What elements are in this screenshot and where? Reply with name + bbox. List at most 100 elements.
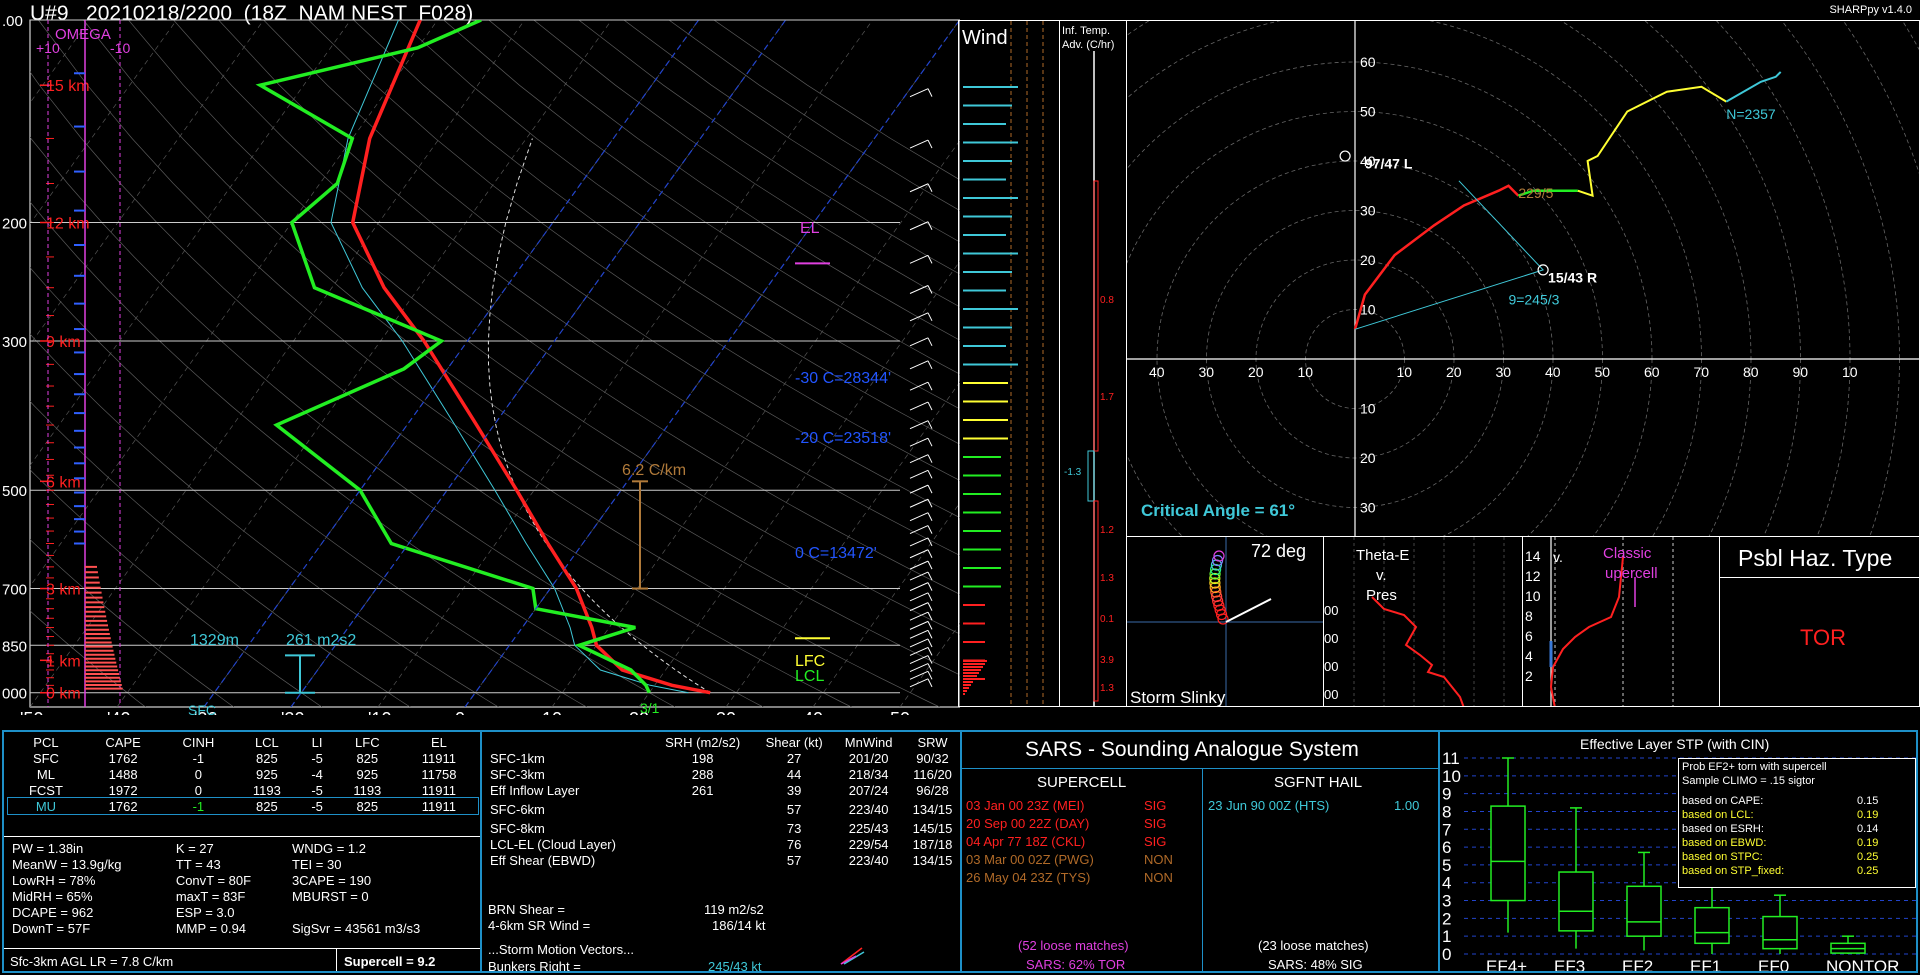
wind-barb bbox=[909, 582, 929, 592]
storm-motion-label: ...Storm Motion Vectors... bbox=[488, 942, 634, 957]
inf-temp-bar-warm bbox=[1093, 180, 1099, 452]
parcel-cell: 825 bbox=[256, 798, 278, 814]
wind-barb bbox=[909, 484, 929, 494]
wind-title: Wind bbox=[962, 27, 1008, 49]
wind-profile-panel: Wind bbox=[958, 20, 1060, 707]
sars-supercell-date[interactable]: 03 Jan 00 23Z (MEI) bbox=[966, 798, 1085, 813]
theta-e-pressure-label: 00 bbox=[1324, 631, 1338, 646]
parcel-cell: 1762 bbox=[108, 750, 138, 766]
wind-barb-flag bbox=[927, 437, 933, 447]
kinematics-cell: 134/15 bbox=[912, 801, 953, 817]
hodo-ring-label: 20 bbox=[1248, 364, 1264, 380]
slinky-circle bbox=[1212, 595, 1224, 607]
sars-supercell-date[interactable]: 03 Mar 00 02Z (PWG) bbox=[966, 852, 1094, 867]
kinematics-header bbox=[486, 734, 651, 750]
theta-e-panel: 0000000000 Theta-E v. Pres bbox=[1323, 536, 1523, 707]
sars-supercell-date[interactable]: 20 Sep 00 22Z (DAY) bbox=[966, 816, 1090, 831]
inf-temp-value: -1.3 bbox=[1064, 467, 1082, 478]
hodo-ring-label: 10 bbox=[1298, 364, 1314, 380]
kinematics-cell: Eff Shear (EBWD) bbox=[490, 852, 596, 868]
parcel-cell: 11758 bbox=[421, 766, 457, 782]
wind-barb-flag bbox=[927, 512, 933, 521]
parcel-row[interactable]: FCST 1972 0 1193 -5 1193 11911 bbox=[8, 782, 478, 798]
hodo-ring bbox=[1901, 21, 1919, 51]
kinematics-cell: SFC-3km bbox=[490, 766, 545, 782]
indices-table: PW = 1.38in K = 27 WNDG = 1.2 MeanW = 13.9g… bbox=[8, 840, 478, 936]
parcel-cell: 11911 bbox=[421, 750, 457, 766]
inf-temp-value: 3.9 bbox=[1100, 655, 1114, 666]
hodo-ring bbox=[1715, 21, 1851, 536]
lfc-label: LFC bbox=[795, 653, 826, 670]
dry-adiabat bbox=[83, 20, 960, 676]
stp-box bbox=[1558, 871, 1594, 932]
stp-legend-label: based on STPC: bbox=[1682, 851, 1763, 863]
hodo-ring-label: 70 bbox=[1694, 364, 1710, 380]
dry-adiabat bbox=[30, 136, 764, 707]
hodo-ring-label: 60 bbox=[1360, 54, 1376, 70]
hodograph-plot: 60 50 40 30 20 10 40 30 20 10 10 20 30 40 50 60 70 80 90 10… bbox=[1127, 21, 1919, 536]
hodo-ring-label: 80 bbox=[1743, 364, 1759, 380]
critical-angle-lines bbox=[1354, 180, 1545, 330]
wind-barb bbox=[909, 498, 929, 508]
parcel-cell: MU bbox=[35, 798, 57, 814]
chart-title: U#9 20210218/2200 (18Z NAM NEST F028) bbox=[30, 2, 474, 25]
isotherm-line bbox=[638, 260, 960, 707]
wind-barb-flag bbox=[927, 525, 933, 534]
slinky-circle bbox=[1209, 581, 1221, 594]
slinky-circle bbox=[1213, 550, 1225, 562]
isotherm-line bbox=[30, 20, 438, 587]
parcel-row[interactable]: ML 1488 0 925 -4 925 11758 bbox=[8, 766, 478, 782]
isotherm-line bbox=[551, 139, 960, 707]
height-label: 9 km bbox=[46, 334, 81, 351]
stp-category-label: EF3 bbox=[1554, 957, 1585, 973]
stp-box bbox=[1762, 915, 1798, 950]
parcel-cell: -5 bbox=[311, 798, 323, 814]
sars-supercell-title: SUPERCELL bbox=[1037, 774, 1127, 791]
hazard-type-panel: Psbl Haz. Type TOR bbox=[1719, 536, 1920, 707]
sars-supercell-date[interactable]: 26 May 04 23Z (TYS) bbox=[966, 870, 1091, 885]
wind-barb-flag bbox=[927, 630, 933, 639]
parcel-cell: -4 bbox=[311, 766, 323, 782]
parcel-row[interactable]: MU 1762 -1 825 -5 825 11911 bbox=[7, 797, 479, 815]
hodo-ring bbox=[1127, 111, 1603, 536]
kinematics-cell: 96/28 bbox=[916, 782, 949, 798]
index-row: DownT = 57F MMP = 0.94 SigSvr = 43561 m3/s… bbox=[8, 920, 478, 936]
index-row: MeanW = 13.9g/kg TT = 43 TEI = 30 bbox=[8, 856, 478, 872]
kinematics-cell: 198 bbox=[691, 750, 714, 766]
stp-box bbox=[1626, 885, 1662, 937]
stp-legend-label: based on EBWD: bbox=[1682, 837, 1767, 849]
hodo-ring-label: 90 bbox=[1793, 364, 1809, 380]
storm-motion-icon bbox=[840, 947, 865, 965]
index-cell: ConvT = 80F bbox=[175, 872, 252, 888]
inf-temp-value: 0.1 bbox=[1100, 614, 1114, 625]
bottom-values: 3/1 bbox=[640, 700, 660, 716]
parcel-cell: 1488 bbox=[108, 766, 138, 782]
inf-temp-value: 1.3 bbox=[1100, 573, 1114, 584]
theta-e-pressure-label: 00 bbox=[1324, 659, 1338, 674]
slinky-circle bbox=[1210, 586, 1222, 598]
wind-barb bbox=[909, 611, 929, 621]
wind-barb bbox=[909, 602, 929, 612]
sars-supercell-date[interactable]: 04 Apr 77 18Z (CKL) bbox=[966, 834, 1086, 849]
wind-barb-flag bbox=[927, 312, 933, 322]
kinematics-cell: 225/43 bbox=[848, 820, 889, 836]
wind-barb-flag bbox=[927, 401, 933, 411]
inf-temp-value: 1.3 bbox=[1100, 683, 1114, 694]
theta-e-trace bbox=[1371, 596, 1465, 706]
srwind-label: 4-6km SR Wind = bbox=[488, 918, 591, 933]
wind-barb bbox=[909, 560, 929, 570]
hazard-title: Psbl Haz. Type bbox=[1738, 545, 1893, 571]
index-row: LowRH = 78% ConvT = 80F 3CAPE = 190 bbox=[8, 872, 478, 888]
inf-temp-bar-cold bbox=[1087, 450, 1095, 502]
srw-tick: 12 bbox=[1525, 568, 1541, 584]
parcel-header: LI bbox=[311, 734, 323, 750]
parcel-row[interactable]: SFC 1762 -1 825 -5 825 11911 bbox=[8, 750, 478, 766]
wind-barb-flag bbox=[927, 285, 933, 294]
hodo-ring-label: 40 bbox=[1545, 364, 1561, 380]
height-label: 12 km bbox=[46, 216, 90, 233]
kinematics-cell: LCL-EL (Cloud Layer) bbox=[490, 836, 616, 852]
sfc-label: SFC bbox=[188, 702, 216, 718]
isotherm-line bbox=[30, 20, 177, 225]
highlight-isotherm bbox=[464, 20, 960, 707]
